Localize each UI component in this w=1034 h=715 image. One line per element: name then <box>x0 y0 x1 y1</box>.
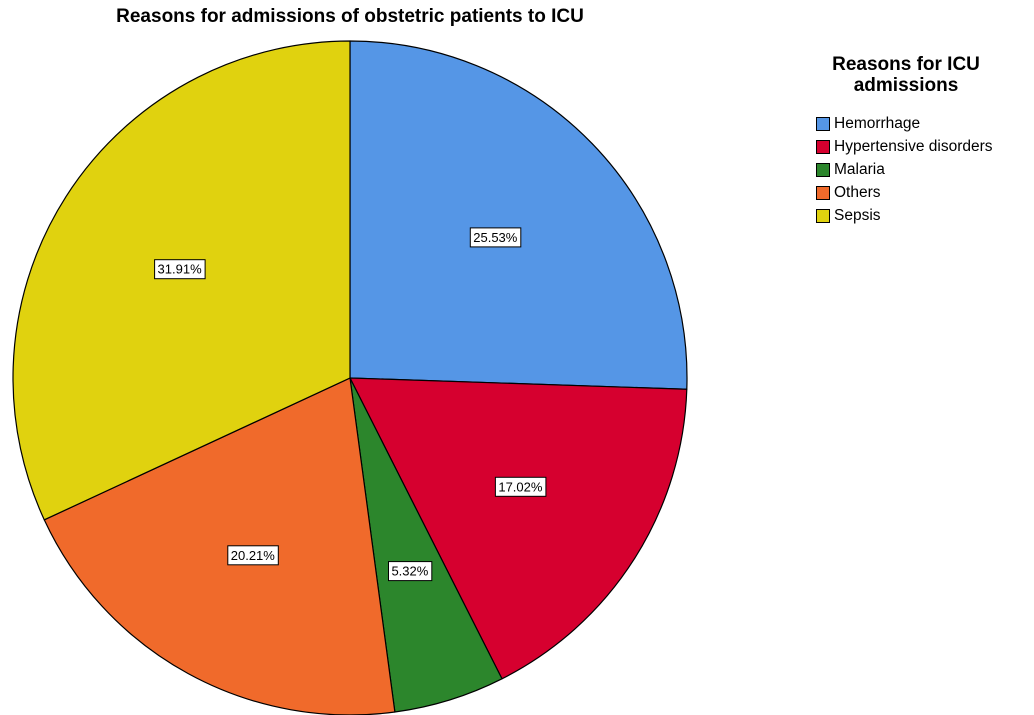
legend-label-others: Others <box>834 183 881 201</box>
legend: Reasons for ICU admissions Hemorrhage Hy… <box>806 54 1034 227</box>
legend-label-hypertensive-disorders: Hypertensive disorders <box>834 137 993 155</box>
legend-list: Hemorrhage Hypertensive disorders Malari… <box>816 112 1034 227</box>
legend-item-sepsis: Sepsis <box>816 204 1034 227</box>
legend-swatch-hypertensive-disorders <box>816 139 830 154</box>
legend-label-sepsis: Sepsis <box>834 206 881 224</box>
legend-title: Reasons for ICU admissions <box>832 54 980 96</box>
pie-slice-sepsis <box>12 40 351 521</box>
legend-item-others: Others <box>816 181 1034 204</box>
slice-label-malaria: 5.32% <box>388 561 433 582</box>
pie-slice-hemorrhage <box>349 40 688 390</box>
legend-swatch-malaria <box>816 162 830 177</box>
legend-swatch-sepsis <box>816 208 830 223</box>
slice-label-text-sepsis: 31.91% <box>158 262 203 277</box>
legend-item-hypertensive-disorders: Hypertensive disorders <box>816 135 1034 158</box>
slice-label-text-malaria: 5.32% <box>391 564 428 579</box>
legend-item-hemorrhage: Hemorrhage <box>816 112 1034 135</box>
legend-swatch-hemorrhage <box>816 116 830 131</box>
slice-label-box-hypertensive-disorders <box>494 476 547 497</box>
slice-label-box-sepsis <box>154 259 206 280</box>
slice-label-box-hemorrhage <box>469 227 522 248</box>
pie-slice-hypertensive-disorders <box>349 377 688 680</box>
legend-label-malaria: Malaria <box>834 160 885 178</box>
legend-label-hemorrhage: Hemorrhage <box>834 114 921 132</box>
pie-chart: 25.53% 17.02% 5.32% 20.21% 31.91% <box>12 40 688 715</box>
legend-swatch-others <box>816 185 830 200</box>
legend-item-malaria: Malaria <box>816 158 1034 181</box>
slice-label-sepsis: 31.91% <box>154 259 206 280</box>
slice-label-box-malaria <box>388 561 433 582</box>
slice-label-hypertensive-disorders: 17.02% <box>494 476 547 497</box>
chart-title: Reasons for admissions of obstetric pati… <box>116 6 584 27</box>
slice-label-hemorrhage: 25.53% <box>469 227 522 248</box>
slice-label-text-hemorrhage: 25.53% <box>473 230 518 245</box>
slice-label-text-others: 20.21% <box>231 548 276 563</box>
slice-label-text-hypertensive-disorders: 17.02% <box>498 479 543 494</box>
slice-label-others: 20.21% <box>227 545 279 566</box>
slice-label-box-others <box>227 545 279 566</box>
